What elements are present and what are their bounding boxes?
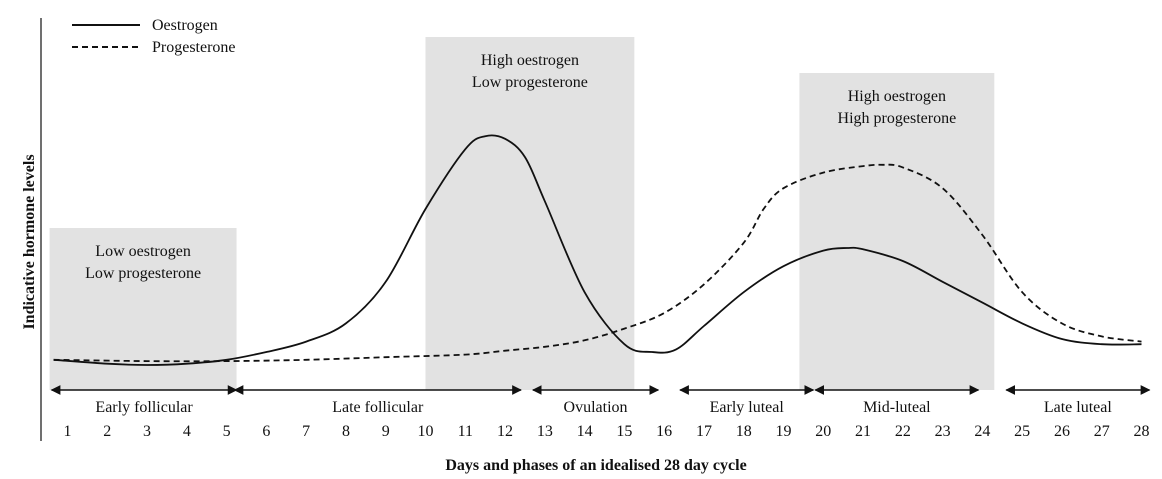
- x-tick-label: 16: [656, 423, 672, 440]
- x-tick-label: 26: [1054, 423, 1070, 440]
- x-tick-label: 25: [1014, 423, 1030, 440]
- region-1-label-line-2: Low progesterone: [85, 265, 201, 282]
- legend-oestrogen-label: Oestrogen: [152, 17, 218, 34]
- x-tick-label: 22: [895, 423, 911, 440]
- x-tick-label: 11: [458, 423, 473, 440]
- shaded-regions: Low oestrogen Low progesterone High oestro…: [49, 37, 995, 390]
- x-tick-label: 6: [262, 423, 270, 440]
- progesterone-line: [53, 163, 1142, 363]
- legend: Oestrogen Progesterone: [72, 17, 236, 56]
- region-3-label-line-2: High progesterone: [838, 110, 957, 127]
- phase-label-1: Early follicular: [95, 399, 193, 416]
- x-tick-label: 9: [382, 423, 390, 440]
- x-tick-label: 13: [537, 423, 553, 440]
- x-tick-label: 8: [342, 423, 350, 440]
- region-1-label-line-1: Low oestrogen: [95, 243, 191, 260]
- x-tick-label: 15: [616, 423, 632, 440]
- legend-progesterone-label: Progesterone: [152, 39, 236, 56]
- phase-label-6: Late luteal: [1044, 399, 1113, 416]
- x-tick-label: 19: [776, 423, 792, 440]
- phase-arrows: Early follicular Late follicular Ovulation…: [50, 385, 1151, 416]
- region-2-label-line-2: Low progesterone: [472, 74, 588, 91]
- phase-label-2: Late follicular: [332, 399, 424, 416]
- x-axis-title: Days and phases of an idealised 28 day c…: [445, 457, 746, 474]
- region-2-label-line-1: High oestrogen: [481, 52, 579, 69]
- x-tick-label: 23: [935, 423, 951, 440]
- x-tick-label: 28: [1134, 423, 1150, 440]
- region-box-3: [799, 73, 995, 390]
- x-tick-label: 12: [497, 423, 513, 440]
- x-tick-label: 14: [577, 423, 593, 440]
- x-tick-label: 20: [815, 423, 831, 440]
- oestrogen-line: [53, 134, 1142, 366]
- x-tick-label: 24: [974, 423, 990, 440]
- x-tick-labels: 1 2 3 4 5 6 7 8 9 10 11 12 13 14 15 16 17 18 19 20 21 22 23 24 2…: [64, 423, 1150, 440]
- x-tick-label: 4: [183, 423, 191, 440]
- x-tick-label: 1: [64, 423, 72, 440]
- x-tick-label: 7: [302, 423, 310, 440]
- y-axis-title: Indicative hormone levels: [21, 154, 38, 329]
- x-tick-label: 17: [696, 423, 712, 440]
- x-tick-label: 21: [855, 423, 871, 440]
- region-box-2: [425, 37, 635, 390]
- x-tick-label: 18: [736, 423, 752, 440]
- x-tick-label: 5: [223, 423, 231, 440]
- region-3-label-line-1: High oestrogen: [848, 88, 946, 105]
- series-lines: [53, 134, 1142, 366]
- x-tick-label: 27: [1094, 423, 1110, 440]
- x-tick-label: 10: [418, 423, 434, 440]
- x-tick-label: 2: [103, 423, 111, 440]
- phase-label-5: Mid-luteal: [863, 399, 931, 416]
- phase-label-4: Early luteal: [710, 399, 785, 416]
- x-tick-label: 3: [143, 423, 151, 440]
- phase-label-3: Ovulation: [564, 399, 628, 416]
